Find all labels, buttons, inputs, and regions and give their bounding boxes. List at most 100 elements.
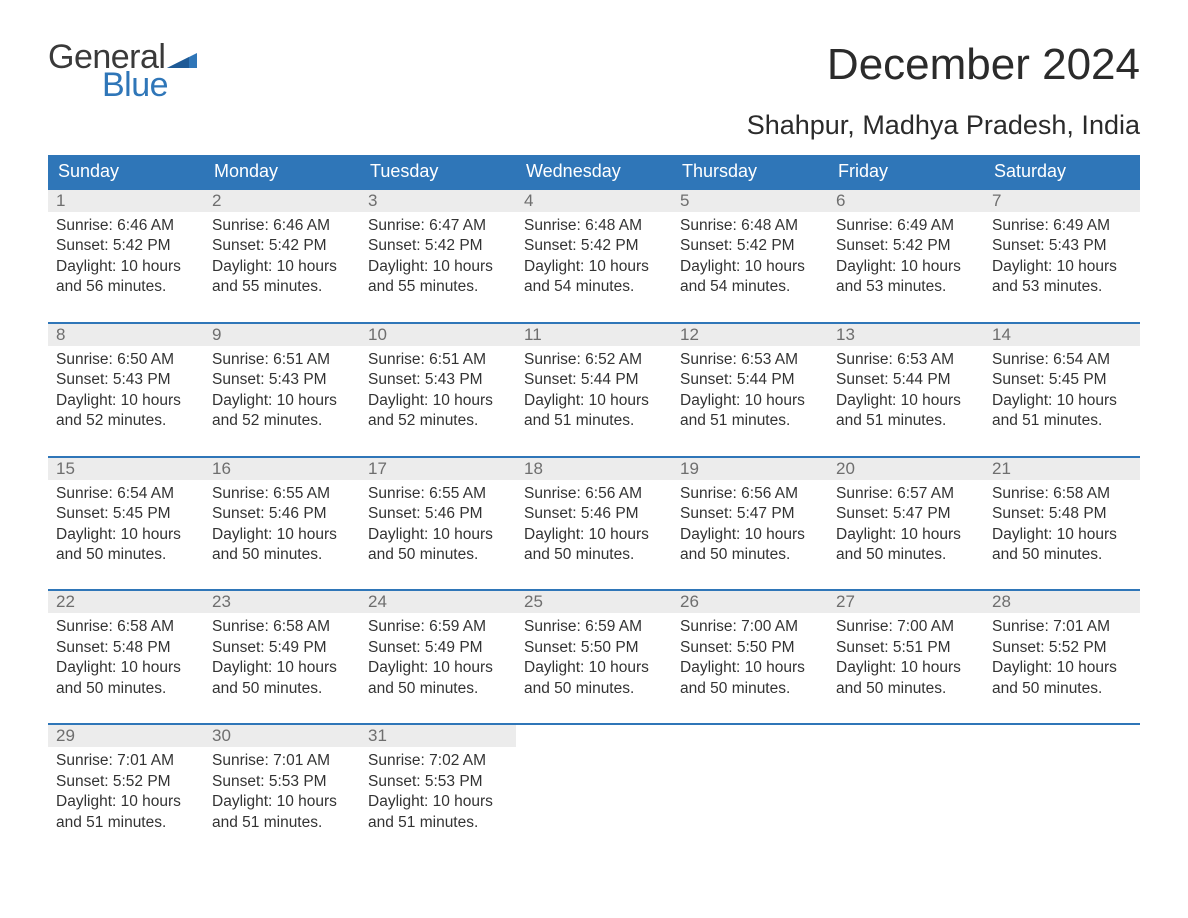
- day-details: Sunrise: 6:51 AMSunset: 5:43 PMDaylight:…: [360, 346, 516, 438]
- calendar-day: 6 Sunrise: 6:49 AMSunset: 5:42 PMDaylight…: [828, 190, 984, 304]
- sunrise-text: Sunrise: 6:58 AM: [212, 617, 352, 637]
- day-details: Sunrise: 6:58 AMSunset: 5:49 PMDaylight:…: [204, 613, 360, 705]
- sunrise-text: Sunrise: 6:47 AM: [368, 216, 508, 236]
- sunset-text: Sunset: 5:52 PM: [992, 638, 1132, 658]
- sunrise-text: Sunrise: 6:49 AM: [836, 216, 976, 236]
- calendar-day: 18Sunrise: 6:56 AMSunset: 5:46 PMDayligh…: [516, 458, 672, 572]
- day-number: 23: [204, 591, 360, 613]
- calendar-day: [828, 725, 984, 839]
- daylight-line2: and 50 minutes.: [368, 545, 508, 565]
- sunrise-text: Sunrise: 6:48 AM: [524, 216, 664, 236]
- day-number: [828, 725, 984, 727]
- logo-blue-text: Blue: [102, 68, 197, 102]
- day-details: Sunrise: 7:00 AMSunset: 5:51 PMDaylight:…: [828, 613, 984, 705]
- day-number: 5: [672, 190, 828, 212]
- daylight-line2: and 50 minutes.: [680, 545, 820, 565]
- calendar-week: 15Sunrise: 6:54 AMSunset: 5:45 PMDayligh…: [48, 456, 1140, 572]
- daylight-line2: and 51 minutes.: [212, 813, 352, 833]
- day-details: Sunrise: 6:56 AMSunset: 5:46 PMDaylight:…: [516, 480, 672, 572]
- sunrise-text: Sunrise: 7:01 AM: [56, 751, 196, 771]
- sunrise-text: Sunrise: 6:56 AM: [524, 484, 664, 504]
- daylight-line2: and 55 minutes.: [368, 277, 508, 297]
- daylight-line2: and 50 minutes.: [212, 545, 352, 565]
- day-details: Sunrise: 7:01 AMSunset: 5:53 PMDaylight:…: [204, 747, 360, 839]
- calendar-day: 24Sunrise: 6:59 AMSunset: 5:49 PMDayligh…: [360, 591, 516, 705]
- daylight-line1: Daylight: 10 hours: [56, 257, 196, 277]
- day-number: [984, 725, 1140, 727]
- day-details: Sunrise: 6:59 AMSunset: 5:49 PMDaylight:…: [360, 613, 516, 705]
- calendar-day: 23Sunrise: 6:58 AMSunset: 5:49 PMDayligh…: [204, 591, 360, 705]
- sunrise-text: Sunrise: 6:54 AM: [56, 484, 196, 504]
- daylight-line2: and 50 minutes.: [56, 545, 196, 565]
- daylight-line2: and 53 minutes.: [992, 277, 1132, 297]
- day-header-thursday: Thursday: [672, 155, 828, 188]
- calendar-day: 13Sunrise: 6:53 AMSunset: 5:44 PMDayligh…: [828, 324, 984, 438]
- daylight-line2: and 50 minutes.: [836, 679, 976, 699]
- day-number: 27: [828, 591, 984, 613]
- calendar-day: 28Sunrise: 7:01 AMSunset: 5:52 PMDayligh…: [984, 591, 1140, 705]
- sunset-text: Sunset: 5:50 PM: [524, 638, 664, 658]
- sunset-text: Sunset: 5:52 PM: [56, 772, 196, 792]
- day-number: 6: [828, 190, 984, 212]
- sunset-text: Sunset: 5:43 PM: [368, 370, 508, 390]
- calendar-day: 12Sunrise: 6:53 AMSunset: 5:44 PMDayligh…: [672, 324, 828, 438]
- sunset-text: Sunset: 5:53 PM: [368, 772, 508, 792]
- page-title: December 2024: [827, 40, 1140, 90]
- sunrise-text: Sunrise: 6:51 AM: [212, 350, 352, 370]
- calendar-day: 16Sunrise: 6:55 AMSunset: 5:46 PMDayligh…: [204, 458, 360, 572]
- daylight-line2: and 50 minutes.: [836, 545, 976, 565]
- day-details: Sunrise: 6:52 AMSunset: 5:44 PMDaylight:…: [516, 346, 672, 438]
- day-number: 22: [48, 591, 204, 613]
- calendar-day: 22Sunrise: 6:58 AMSunset: 5:48 PMDayligh…: [48, 591, 204, 705]
- sunrise-text: Sunrise: 6:51 AM: [368, 350, 508, 370]
- sunrise-text: Sunrise: 6:48 AM: [680, 216, 820, 236]
- calendar-day: 2Sunrise: 6:46 AMSunset: 5:42 PMDaylight…: [204, 190, 360, 304]
- calendar-day: 7Sunrise: 6:49 AMSunset: 5:43 PMDaylight…: [984, 190, 1140, 304]
- sunrise-text: Sunrise: 6:59 AM: [524, 617, 664, 637]
- daylight-line1: Daylight: 10 hours: [368, 792, 508, 812]
- daylight-line1: Daylight: 10 hours: [212, 792, 352, 812]
- sunrise-text: Sunrise: 7:00 AM: [680, 617, 820, 637]
- day-header-saturday: Saturday: [984, 155, 1140, 188]
- day-number: 9: [204, 324, 360, 346]
- daylight-line1: Daylight: 10 hours: [56, 792, 196, 812]
- sunrise-text: Sunrise: 6:58 AM: [992, 484, 1132, 504]
- daylight-line1: Daylight: 10 hours: [368, 257, 508, 277]
- daylight-line2: and 50 minutes.: [56, 679, 196, 699]
- daylight-line1: Daylight: 10 hours: [680, 257, 820, 277]
- sunrise-text: Sunrise: 6:56 AM: [680, 484, 820, 504]
- day-details: Sunrise: 6:56 AMSunset: 5:47 PMDaylight:…: [672, 480, 828, 572]
- day-number: 3: [360, 190, 516, 212]
- daylight-line1: Daylight: 10 hours: [836, 525, 976, 545]
- sunset-text: Sunset: 5:45 PM: [56, 504, 196, 524]
- day-details: Sunrise: 7:01 AMSunset: 5:52 PMDaylight:…: [48, 747, 204, 839]
- daylight-line2: and 52 minutes.: [368, 411, 508, 431]
- day-number: [516, 725, 672, 727]
- calendar-week: 22Sunrise: 6:58 AMSunset: 5:48 PMDayligh…: [48, 589, 1140, 705]
- daylight-line2: and 51 minutes.: [836, 411, 976, 431]
- sunrise-text: Sunrise: 6:46 AM: [212, 216, 352, 236]
- daylight-line1: Daylight: 10 hours: [212, 658, 352, 678]
- daylight-line1: Daylight: 10 hours: [836, 391, 976, 411]
- sunset-text: Sunset: 5:42 PM: [836, 236, 976, 256]
- sunset-text: Sunset: 5:43 PM: [56, 370, 196, 390]
- sunrise-text: Sunrise: 7:01 AM: [212, 751, 352, 771]
- daylight-line2: and 51 minutes.: [56, 813, 196, 833]
- sunrise-text: Sunrise: 6:53 AM: [680, 350, 820, 370]
- day-number: 16: [204, 458, 360, 480]
- day-details: Sunrise: 6:54 AMSunset: 5:45 PMDaylight:…: [984, 346, 1140, 438]
- sunset-text: Sunset: 5:42 PM: [56, 236, 196, 256]
- calendar-day: 8Sunrise: 6:50 AMSunset: 5:43 PMDaylight…: [48, 324, 204, 438]
- calendar-day: 20Sunrise: 6:57 AMSunset: 5:47 PMDayligh…: [828, 458, 984, 572]
- sunset-text: Sunset: 5:43 PM: [992, 236, 1132, 256]
- daylight-line2: and 54 minutes.: [524, 277, 664, 297]
- calendar-day: 30Sunrise: 7:01 AMSunset: 5:53 PMDayligh…: [204, 725, 360, 839]
- daylight-line1: Daylight: 10 hours: [836, 257, 976, 277]
- daylight-line2: and 51 minutes.: [368, 813, 508, 833]
- daylight-line1: Daylight: 10 hours: [680, 658, 820, 678]
- day-number: 31: [360, 725, 516, 747]
- sunset-text: Sunset: 5:42 PM: [524, 236, 664, 256]
- calendar-day: 11Sunrise: 6:52 AMSunset: 5:44 PMDayligh…: [516, 324, 672, 438]
- daylight-line1: Daylight: 10 hours: [992, 391, 1132, 411]
- daylight-line2: and 51 minutes.: [524, 411, 664, 431]
